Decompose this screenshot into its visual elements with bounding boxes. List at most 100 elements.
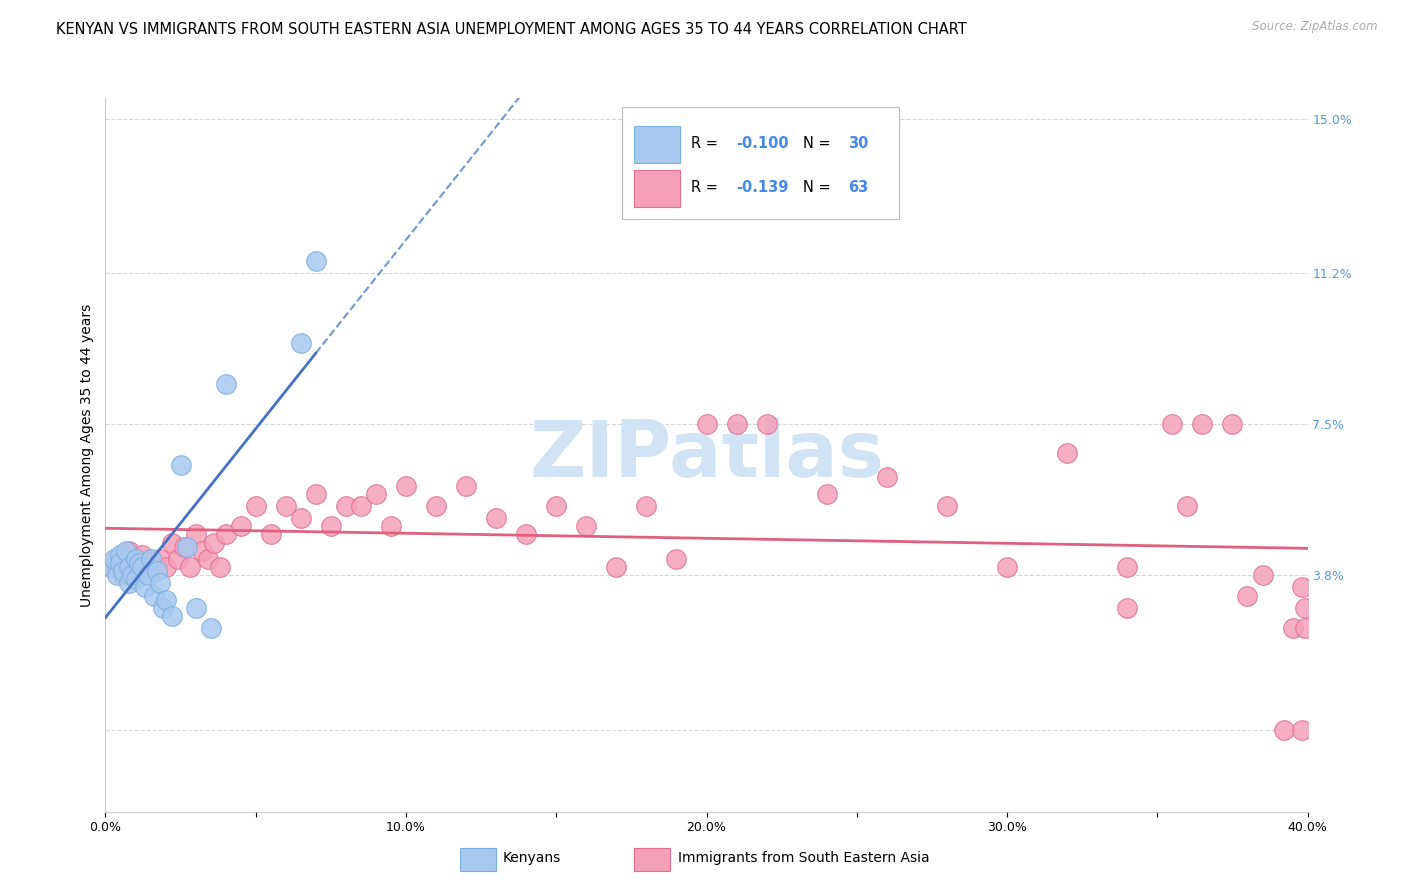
Point	[350, 499, 373, 513]
Point	[131, 560, 153, 574]
Point	[136, 568, 159, 582]
Text: N =: N =	[803, 180, 835, 194]
Point	[260, 527, 283, 541]
Point	[876, 470, 898, 484]
Point	[202, 535, 225, 549]
Point	[169, 458, 191, 472]
Point	[305, 254, 328, 268]
Point	[305, 486, 328, 500]
Text: 30: 30	[848, 136, 869, 151]
Point	[1116, 600, 1139, 615]
Point	[173, 540, 195, 554]
Point	[118, 543, 141, 558]
Text: 63: 63	[848, 180, 869, 194]
Point	[200, 621, 222, 635]
Point	[364, 486, 387, 500]
Point	[636, 499, 658, 513]
Point	[110, 548, 132, 562]
Text: Kenyans: Kenyans	[502, 851, 561, 865]
Text: R =: R =	[690, 180, 723, 194]
Point	[131, 548, 153, 562]
Point	[124, 572, 146, 586]
Point	[136, 560, 159, 574]
Bar	[634, 126, 681, 163]
Text: R =: R =	[690, 136, 723, 151]
Point	[1236, 589, 1258, 603]
Point	[107, 552, 129, 566]
Text: ZIPatlas: ZIPatlas	[529, 417, 884, 493]
Bar	[460, 848, 496, 871]
Point	[290, 335, 312, 350]
Text: Immigrants from South Eastern Asia: Immigrants from South Eastern Asia	[678, 851, 929, 865]
Point	[214, 376, 236, 391]
Point	[485, 511, 508, 525]
Text: Source: ZipAtlas.com: Source: ZipAtlas.com	[1253, 20, 1378, 33]
Point	[319, 519, 342, 533]
Point	[107, 568, 129, 582]
Point	[208, 560, 231, 574]
Point	[110, 556, 132, 570]
FancyBboxPatch shape	[623, 107, 898, 219]
Point	[100, 560, 122, 574]
Point	[274, 499, 297, 513]
Text: -0.100: -0.100	[737, 136, 789, 151]
Point	[380, 519, 402, 533]
Point	[1116, 560, 1139, 574]
Point	[245, 499, 267, 513]
Point	[575, 519, 598, 533]
Point	[1222, 417, 1244, 432]
Point	[546, 499, 568, 513]
Point	[229, 519, 252, 533]
Point	[142, 564, 165, 578]
Point	[148, 552, 170, 566]
Point	[112, 568, 135, 582]
Point	[1291, 581, 1313, 595]
Point	[142, 589, 165, 603]
Point	[155, 592, 177, 607]
Point	[160, 535, 183, 549]
Y-axis label: Unemployment Among Ages 35 to 44 years: Unemployment Among Ages 35 to 44 years	[80, 303, 94, 607]
Point	[1294, 621, 1316, 635]
Point	[995, 560, 1018, 574]
Point	[124, 556, 146, 570]
Point	[115, 543, 138, 558]
Point	[160, 609, 183, 624]
Point	[124, 552, 146, 566]
Point	[152, 600, 174, 615]
Point	[1272, 723, 1295, 738]
Point	[1291, 723, 1313, 738]
Point	[118, 576, 141, 591]
Point	[755, 417, 778, 432]
Bar	[634, 170, 681, 207]
Point	[1251, 568, 1274, 582]
Point	[214, 527, 236, 541]
Point	[725, 417, 748, 432]
Point	[936, 499, 959, 513]
Text: N =: N =	[803, 136, 835, 151]
Point	[515, 527, 537, 541]
Point	[145, 564, 167, 578]
Point	[134, 581, 156, 595]
Point	[290, 511, 312, 525]
Point	[184, 527, 207, 541]
Point	[103, 552, 125, 566]
Point	[1161, 417, 1184, 432]
Point	[128, 556, 150, 570]
Point	[454, 478, 477, 492]
Point	[100, 560, 122, 574]
Point	[815, 486, 838, 500]
Point	[1281, 621, 1303, 635]
Point	[121, 568, 143, 582]
Point	[1294, 600, 1316, 615]
Text: KENYAN VS IMMIGRANTS FROM SOUTH EASTERN ASIA UNEMPLOYMENT AMONG AGES 35 TO 44 YE: KENYAN VS IMMIGRANTS FROM SOUTH EASTERN …	[56, 22, 967, 37]
Point	[184, 600, 207, 615]
Point	[112, 564, 135, 578]
Point	[148, 576, 170, 591]
Point	[335, 499, 357, 513]
Point	[696, 417, 718, 432]
Point	[1175, 499, 1198, 513]
Bar	[634, 848, 671, 871]
Point	[176, 540, 198, 554]
Point	[190, 543, 212, 558]
Point	[1056, 446, 1078, 460]
